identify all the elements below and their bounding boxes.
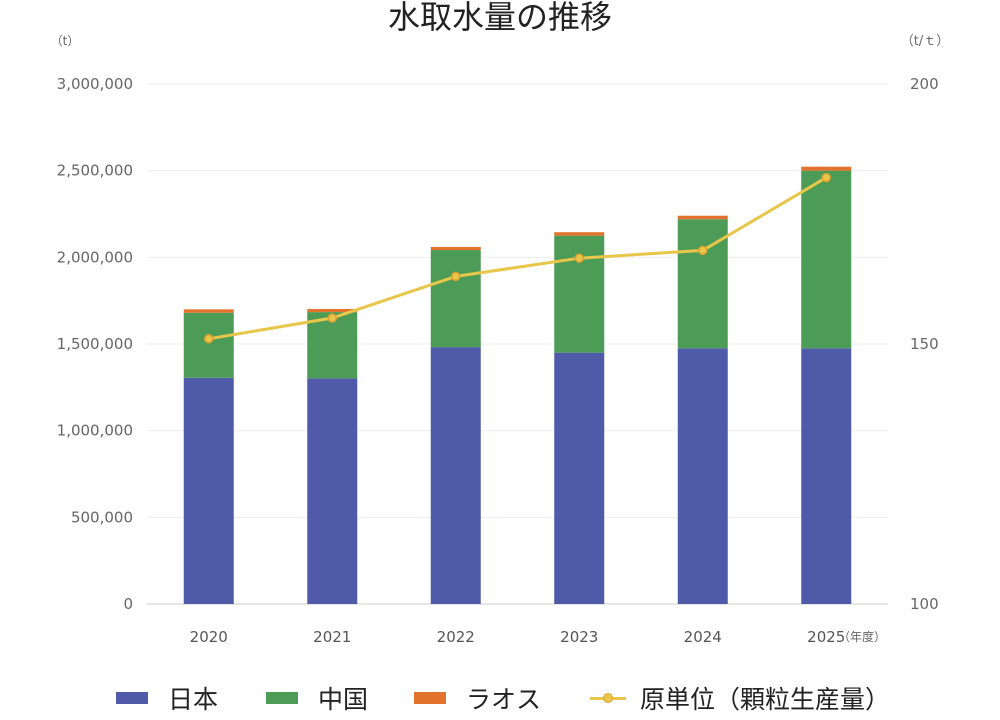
bars bbox=[183, 166, 852, 604]
x-tick-label: 2024 bbox=[684, 628, 722, 646]
legend-swatch-laos bbox=[414, 692, 446, 704]
legend-line-marker bbox=[590, 692, 626, 704]
bar-segment bbox=[801, 170, 852, 349]
x-tick-label: 2021 bbox=[313, 628, 351, 646]
bar-segment bbox=[801, 166, 852, 171]
line-point bbox=[821, 172, 831, 183]
intensity-line bbox=[204, 172, 831, 344]
y-tick-label: 1,500,000 bbox=[57, 335, 133, 353]
x-axis-ticks: 2020 2021 2022 2023 2024 2025 bbox=[190, 628, 846, 646]
bar-segment bbox=[430, 250, 481, 348]
y-axis-left-ticks: 0 500,000 1,000,000 1,500,000 2,000,000 2,500… bbox=[57, 75, 133, 613]
y-tick-label: 3,000,000 bbox=[57, 75, 133, 93]
x-tick-label: 2023 bbox=[560, 628, 598, 646]
y-right-unit: （t/ｔ） bbox=[901, 34, 949, 49]
legend-label-laos: ラオス bbox=[466, 685, 542, 714]
line-point bbox=[204, 334, 214, 344]
x-tick-label: 2022 bbox=[437, 628, 475, 646]
y-tick-label: 500,000 bbox=[71, 508, 133, 526]
legend-item-intensity: 原単位（顆粒生産量） bbox=[590, 680, 890, 716]
y-tick-label: 2,500,000 bbox=[57, 162, 133, 180]
bar-segment bbox=[430, 246, 481, 251]
y-tick-label: 2,000,000 bbox=[57, 248, 133, 266]
y-tick-label: 0 bbox=[123, 595, 133, 613]
bar-segment bbox=[307, 308, 358, 313]
y2-tick-label: 150 bbox=[910, 335, 939, 353]
y2-tick-label: 100 bbox=[910, 595, 939, 613]
legend-swatch-china bbox=[266, 692, 298, 704]
legend-item-japan: 日本 bbox=[116, 680, 218, 716]
y-left-unit: （t） bbox=[51, 34, 80, 48]
bar-segment bbox=[307, 312, 358, 379]
y2-tick-label: 200 bbox=[910, 75, 939, 93]
bar-segment bbox=[554, 232, 605, 236]
bar-segment bbox=[554, 235, 605, 353]
line-point bbox=[327, 313, 337, 323]
line-point bbox=[698, 245, 708, 256]
legend-item-laos: ラオス bbox=[414, 680, 541, 716]
legend: 日本 中国 ラオス 原単位（顆粒生産量） bbox=[0, 680, 1000, 716]
legend-label-japan: 日本 bbox=[168, 685, 219, 714]
bar-segment bbox=[183, 377, 234, 604]
bar-segment bbox=[801, 348, 852, 604]
line-point bbox=[451, 271, 461, 282]
legend-label-china: 中国 bbox=[318, 685, 369, 714]
grid-lines bbox=[147, 83, 888, 605]
x-tick-label: 2025 bbox=[807, 628, 845, 646]
bar-segment bbox=[307, 378, 358, 604]
bar-segment bbox=[677, 348, 728, 604]
chart-title: 水取水量の推移 bbox=[388, 0, 612, 36]
x-tick-label: 2020 bbox=[190, 628, 228, 646]
line-point bbox=[574, 253, 584, 263]
bar-segment bbox=[677, 215, 728, 220]
legend-item-china: 中国 bbox=[266, 680, 368, 716]
y-tick-label: 1,000,000 bbox=[57, 422, 133, 440]
legend-swatch-japan bbox=[116, 692, 148, 704]
bar-segment bbox=[430, 347, 481, 604]
x-unit: （年度） bbox=[838, 629, 886, 644]
intensity-line-path bbox=[208, 176, 828, 341]
bar-segment bbox=[183, 309, 234, 313]
y-axis-right-ticks: 100 150 200 bbox=[910, 75, 939, 613]
bar-segment bbox=[183, 312, 234, 378]
legend-label-intensity: 原単位（顆粒生産量） bbox=[640, 685, 891, 714]
bar-segment bbox=[554, 352, 605, 604]
